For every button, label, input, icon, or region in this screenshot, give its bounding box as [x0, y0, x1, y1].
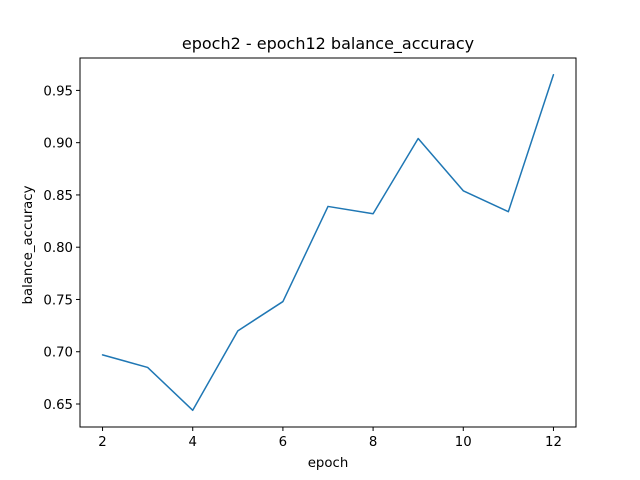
y-tick-label: 0.95 — [43, 84, 73, 99]
x-tick-label: 4 — [188, 435, 196, 450]
axis-ticks: 2 4 6 8 10 12 0.65 0.70 0.75 0.80 0.85 0.90 0.95 — [43, 84, 562, 450]
x-tick-label: 10 — [455, 435, 472, 450]
x-tick-label: 12 — [545, 435, 562, 450]
plot-frame — [79, 57, 577, 428]
x-tick-label: 8 — [369, 435, 377, 450]
y-tick-label: 0.85 — [43, 189, 73, 204]
x-tick-label: 2 — [98, 435, 106, 450]
y-tick-label: 0.80 — [43, 241, 73, 256]
y-tick-label: 0.75 — [43, 293, 73, 308]
y-tick-label: 0.90 — [43, 137, 73, 152]
series-layer — [101, 73, 555, 412]
series-line — [101, 73, 555, 412]
x-axis-label: epoch — [308, 456, 349, 471]
y-axis-label: balance_accuracy — [21, 185, 36, 304]
y-tick-label: 0.65 — [43, 398, 73, 413]
chart-title: epoch2 - epoch12 balance_accuracy — [182, 34, 474, 54]
y-tick-label: 0.70 — [43, 346, 73, 361]
x-tick-label: 6 — [279, 435, 287, 450]
